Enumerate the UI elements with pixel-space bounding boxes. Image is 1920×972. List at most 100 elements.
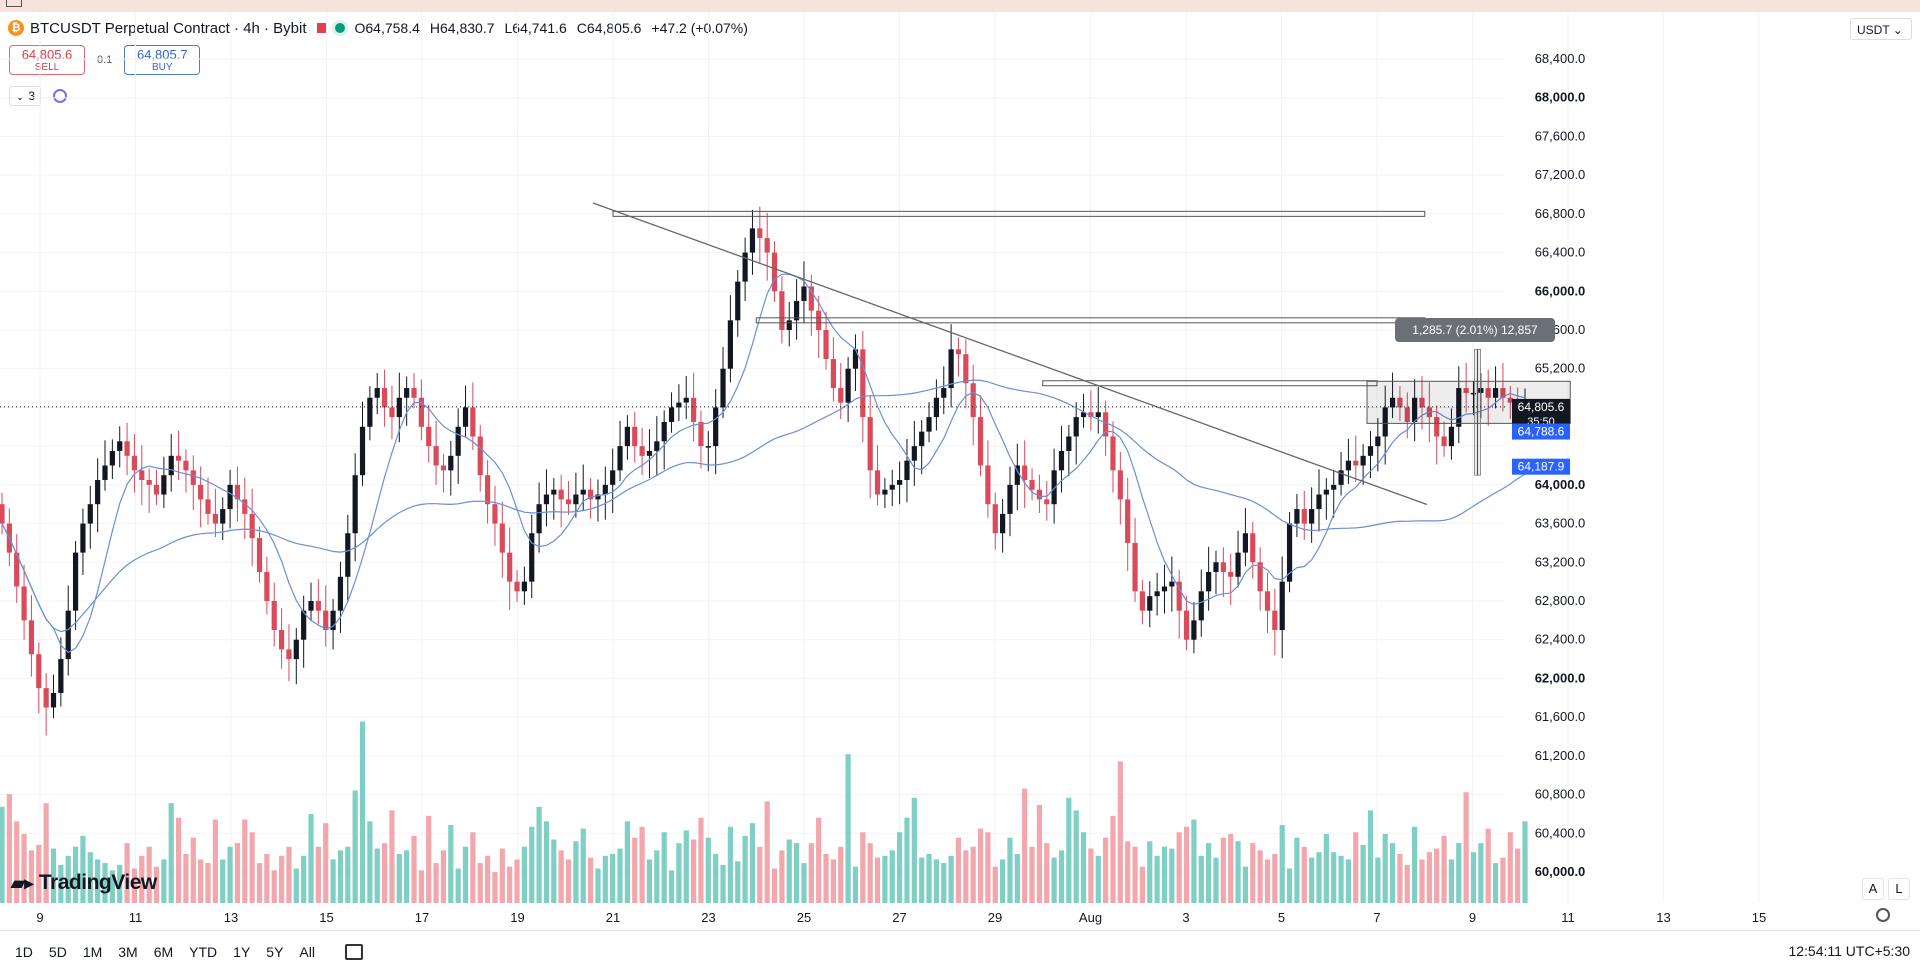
candle-body xyxy=(713,407,719,447)
volume-bar xyxy=(43,803,49,903)
candle-body xyxy=(1367,446,1374,456)
auto-scale-button[interactable]: A xyxy=(1862,878,1884,900)
volume-bar xyxy=(1176,832,1182,903)
volume-bar xyxy=(0,806,5,903)
volume-bar xyxy=(1448,859,1455,903)
candle-body xyxy=(904,460,910,481)
range-5y[interactable]: 5Y xyxy=(266,943,284,960)
range-all[interactable]: All xyxy=(299,943,315,960)
volume-bar xyxy=(161,859,167,903)
volume-bar xyxy=(227,846,233,903)
candle-body xyxy=(1103,412,1109,437)
flag-icon[interactable] xyxy=(316,23,327,33)
candle-body xyxy=(1353,460,1359,466)
range-1m[interactable]: 1M xyxy=(82,943,103,960)
high-value: H64,830.7 xyxy=(429,20,495,36)
horizontal-level xyxy=(1042,380,1378,387)
volume-bar xyxy=(595,868,601,903)
candle-body xyxy=(1279,581,1285,631)
candle-body xyxy=(698,421,704,447)
volume-bar xyxy=(705,837,711,903)
buy-button[interactable]: 64,805.7 BUY xyxy=(124,45,201,75)
volume-bar xyxy=(1338,855,1344,903)
currency-select[interactable]: USDT ⌄ xyxy=(1850,18,1912,40)
volume-bar xyxy=(1272,853,1278,903)
change-value: +47.2 (+0.07%) xyxy=(651,20,748,36)
calendar-icon[interactable] xyxy=(344,943,363,960)
volume-bar xyxy=(1183,826,1190,903)
range-ytd[interactable]: YTD xyxy=(189,943,218,960)
range-1y[interactable]: 1Y xyxy=(233,943,251,960)
candle-body xyxy=(293,639,299,660)
candle-body xyxy=(610,470,616,485)
time-tick-label: 11 xyxy=(1561,910,1575,925)
candle-body xyxy=(941,388,947,398)
price-tick-label: 65,200.0 xyxy=(1535,361,1586,376)
tradingview-logo: ▰▸ TradingView xyxy=(11,871,157,895)
volume-bar xyxy=(448,824,454,903)
time-tick-label: 9 xyxy=(1469,910,1476,925)
volume-bar xyxy=(87,852,93,903)
candle-body xyxy=(381,388,388,408)
settings-gear-icon[interactable] xyxy=(1876,908,1890,922)
candle-body xyxy=(330,610,336,631)
current-price-badge: 64,805.6 xyxy=(1518,400,1565,414)
candle-body xyxy=(573,494,579,505)
price-tick-label: 62,800.0 xyxy=(1535,593,1586,608)
volume-bar xyxy=(720,864,726,903)
volume-bar xyxy=(1345,859,1352,903)
volume-bar xyxy=(992,866,998,903)
volume-bar xyxy=(698,817,704,903)
range-5d[interactable]: 5D xyxy=(48,943,67,960)
volume-bar xyxy=(632,837,638,903)
candle-body xyxy=(1448,426,1455,447)
sell-button[interactable]: 64,805.6 SELL xyxy=(9,45,85,75)
candle-body xyxy=(691,397,697,422)
candle-body xyxy=(301,610,307,640)
ma-fast-badge: 64,788.6 xyxy=(1518,425,1565,439)
candle-body xyxy=(1264,591,1271,611)
candle-body xyxy=(1066,436,1072,451)
candle-body xyxy=(1228,571,1234,577)
volume-bar xyxy=(301,855,307,903)
volume-bar xyxy=(911,797,917,903)
candle-body xyxy=(198,484,204,500)
candle-body xyxy=(661,421,667,442)
candle-body xyxy=(1139,591,1146,611)
volume-bar xyxy=(1301,846,1307,903)
volume-bar xyxy=(477,863,483,903)
range-6m[interactable]: 6M xyxy=(153,943,174,960)
candle-body xyxy=(1419,397,1425,408)
candle-body xyxy=(1345,460,1352,471)
time-tick-label: 19 xyxy=(510,910,524,925)
candle-body xyxy=(683,397,689,403)
candle-body xyxy=(484,475,491,505)
volume-bar xyxy=(573,841,579,903)
candle-body xyxy=(1014,465,1020,485)
candle-body xyxy=(668,407,675,422)
time-tick-label: 3 xyxy=(1182,910,1189,925)
refresh-icon[interactable] xyxy=(53,89,68,103)
log-scale-button[interactable]: L xyxy=(1888,878,1910,900)
indicators-toggle[interactable]: ⌄ 3 xyxy=(9,86,42,106)
volume-bar xyxy=(484,855,491,903)
symbol-title[interactable]: BTCUSDT Perpetual Contract · 4h · Bybit xyxy=(30,19,307,37)
range-1d[interactable]: 1D xyxy=(15,943,33,960)
volume-bar xyxy=(234,843,241,903)
candle-body xyxy=(786,320,792,330)
candle-body xyxy=(359,426,366,476)
candle-body xyxy=(1323,489,1329,495)
volume-bar xyxy=(1147,841,1153,903)
candle-body xyxy=(1044,499,1050,505)
volume-bar xyxy=(337,850,344,903)
price-chart[interactable]: 68,400.0 68,000.0 67,600.0 67,200.0 66,800.0… xyxy=(0,0,1920,930)
clock[interactable]: 12:54:11 UTC+5:30 xyxy=(1788,943,1910,959)
range-3m[interactable]: 3M xyxy=(118,943,138,960)
volume-bar xyxy=(963,850,969,903)
volume-bar xyxy=(970,846,976,903)
volume-bar xyxy=(389,810,395,903)
ohlc-values: O64,758.4 H64,830.7 L64,741.6 C64,805.6 … xyxy=(355,20,748,36)
volume-bar xyxy=(124,843,130,903)
volume-bar xyxy=(1154,855,1160,903)
candle-body xyxy=(735,281,741,321)
